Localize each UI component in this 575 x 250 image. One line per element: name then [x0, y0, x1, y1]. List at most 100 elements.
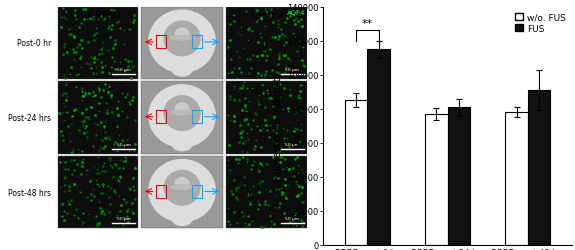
Point — [99, 41, 108, 45]
Bar — [227, 156, 306, 228]
Point — [114, 134, 123, 138]
Point — [108, 175, 117, 179]
Point — [75, 190, 85, 194]
Point — [69, 182, 78, 186]
Point — [64, 167, 73, 171]
Point — [300, 214, 309, 218]
Text: Post-0 hr: Post-0 hr — [17, 39, 52, 48]
Point — [76, 173, 86, 177]
Point — [100, 137, 109, 141]
Point — [249, 148, 258, 152]
Bar — [156, 36, 166, 49]
Point — [92, 178, 101, 182]
Point — [300, 73, 309, 77]
Point — [127, 99, 136, 103]
Text: 50 μm: 50 μm — [285, 142, 299, 146]
Point — [239, 81, 248, 85]
Point — [76, 66, 85, 70]
Point — [131, 166, 140, 170]
Point — [117, 130, 126, 134]
Point — [97, 211, 106, 215]
Point — [252, 112, 261, 116]
Point — [236, 26, 245, 30]
Point — [88, 18, 97, 22]
Point — [293, 96, 302, 100]
Point — [267, 179, 277, 183]
Point — [110, 141, 120, 145]
Point — [58, 111, 67, 115]
Point — [297, 185, 306, 189]
Point — [284, 146, 293, 150]
Point — [262, 70, 271, 73]
Point — [72, 162, 82, 166]
Point — [120, 58, 129, 62]
Point — [285, 94, 294, 98]
Bar — [192, 36, 202, 49]
Point — [103, 109, 112, 113]
Point — [254, 15, 263, 19]
Point — [105, 164, 114, 168]
Point — [78, 90, 87, 94]
Point — [230, 20, 239, 24]
Point — [300, 110, 309, 114]
Point — [70, 24, 79, 28]
Point — [97, 71, 106, 75]
Point — [270, 85, 279, 89]
Point — [233, 50, 242, 54]
Point — [116, 175, 125, 179]
Point — [106, 9, 116, 13]
Point — [58, 133, 67, 137]
Point — [297, 25, 306, 29]
Point — [123, 220, 132, 224]
Point — [92, 37, 101, 41]
Point — [123, 216, 132, 220]
Bar — [58, 8, 138, 80]
Point — [297, 110, 306, 114]
Point — [257, 224, 266, 228]
Point — [90, 113, 99, 117]
Point — [277, 192, 286, 196]
Point — [113, 150, 122, 154]
Point — [261, 72, 270, 76]
Point — [290, 74, 300, 78]
Point — [82, 130, 91, 134]
Point — [77, 98, 86, 102]
Point — [70, 50, 79, 54]
Point — [286, 59, 295, 63]
Point — [294, 20, 303, 24]
Point — [87, 96, 97, 100]
Point — [273, 70, 282, 74]
Point — [272, 141, 281, 145]
Point — [246, 67, 255, 71]
Point — [59, 189, 68, 193]
Point — [59, 53, 68, 57]
Bar — [141, 156, 223, 228]
Point — [78, 8, 87, 12]
Point — [65, 188, 74, 192]
Point — [224, 220, 233, 224]
Ellipse shape — [163, 170, 201, 206]
Point — [67, 122, 76, 126]
Point — [256, 128, 265, 132]
Point — [76, 55, 86, 59]
Point — [62, 18, 71, 22]
Point — [285, 220, 294, 224]
Point — [264, 96, 274, 100]
Point — [251, 144, 260, 148]
Point — [272, 194, 281, 198]
Point — [83, 168, 92, 172]
Point — [281, 197, 290, 201]
Point — [226, 94, 235, 98]
Point — [241, 109, 250, 113]
Point — [239, 141, 248, 145]
Point — [74, 127, 83, 131]
Point — [115, 158, 124, 162]
Point — [229, 14, 238, 18]
Point — [89, 188, 98, 192]
Point — [98, 182, 108, 186]
Point — [62, 92, 71, 96]
Point — [131, 119, 140, 123]
Point — [125, 188, 135, 192]
Point — [115, 209, 124, 213]
Point — [94, 52, 103, 56]
